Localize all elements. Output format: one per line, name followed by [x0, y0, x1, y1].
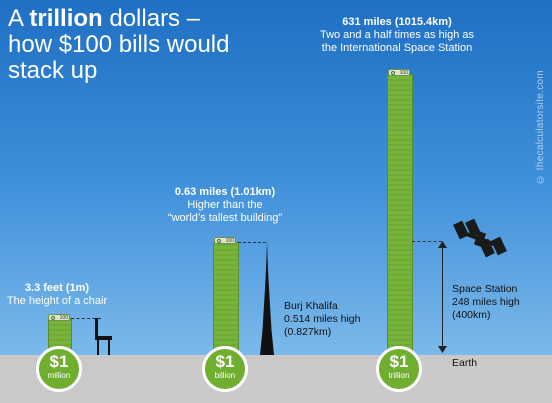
- height-arrow-icon: [438, 241, 447, 353]
- title-line-1: A trillion dollars –: [8, 6, 229, 32]
- title-suffix: dollars –: [102, 5, 201, 32]
- station-name: Space Station: [452, 283, 518, 295]
- space-station-icon: [453, 218, 507, 258]
- trillion-stack: [387, 74, 413, 357]
- trillion-caption-line-1: Two and a half times as high as: [319, 29, 475, 41]
- infographic-title: A trillion dollars – how $100 bills woul…: [8, 6, 229, 84]
- space-station-height-line: [442, 244, 443, 350]
- trillion-coin: $1 trillion: [376, 346, 422, 392]
- billion-caption-line-1: Higher than the: [187, 199, 263, 211]
- billion-coin: $1 billion: [202, 346, 248, 392]
- space-station-label: Space Station 248 miles high (400km): [452, 283, 520, 322]
- billion-caption-line-2: “world’s tallest building”: [167, 212, 283, 224]
- title-line-2: how $100 bills would: [8, 31, 230, 58]
- million-coin: $1 million: [36, 346, 82, 392]
- trillion-label: 631 miles (1015.4km) Two and a half time…: [292, 16, 502, 55]
- billion-coin-unit: billion: [214, 371, 236, 380]
- billion-label: 0.63 miles (1.01km) Higher than the “wor…: [150, 186, 300, 225]
- trillion-heading: 631 miles (1015.4km): [342, 16, 452, 28]
- chair-icon: [95, 318, 112, 355]
- burj-khalifa-icon: [260, 240, 274, 355]
- trillion-coin-unit: trillion: [388, 371, 410, 380]
- earth-label: Earth: [452, 357, 478, 369]
- million-caption: The height of a chair: [6, 295, 108, 307]
- million-coin-unit: million: [47, 371, 71, 380]
- million-heading: 3.3 feet (1m): [24, 282, 90, 294]
- billion-bill-icon: 100: [214, 237, 236, 244]
- title-prefix: A: [8, 5, 30, 32]
- burj-height-miles: 0.514 miles high: [284, 313, 361, 325]
- burj-height-km: (0.827km): [284, 326, 332, 338]
- million-coin-amount: $1: [49, 352, 69, 371]
- billion-height-marker: [238, 242, 266, 243]
- trillion-caption-line-2: the International Space Station: [321, 42, 473, 54]
- copyright-text: © thecalculatorsite.com: [535, 70, 546, 185]
- billion-stack: [213, 242, 239, 357]
- station-height-miles: 248 miles high: [452, 296, 520, 308]
- station-height-km: (400km): [452, 309, 491, 321]
- billion-coin-amount: $1: [215, 352, 235, 371]
- million-bill-icon: 100: [48, 314, 70, 321]
- burj-name: Burj Khalifa: [284, 300, 338, 312]
- ground: [0, 355, 552, 403]
- burj-khalifa-label: Burj Khalifa 0.514 miles high (0.827km): [284, 300, 360, 339]
- billion-heading: 0.63 miles (1.01km): [174, 186, 276, 198]
- million-label: 3.3 feet (1m) The height of a chair: [6, 282, 108, 308]
- trillion-coin-amount: $1: [389, 352, 409, 371]
- trillion-bill-icon: 100: [388, 69, 410, 76]
- title-emphasis: trillion: [29, 5, 103, 32]
- million-height-marker: [71, 318, 101, 319]
- title-line-3: stack up: [8, 57, 98, 84]
- space-station-height-marker: [412, 241, 442, 242]
